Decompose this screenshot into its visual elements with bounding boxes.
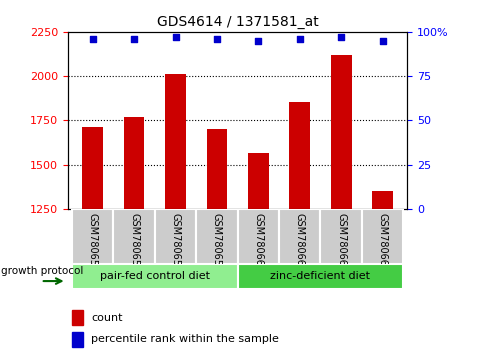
Bar — [206, 129, 227, 209]
Text: pair-fed control diet: pair-fed control diet — [100, 271, 210, 281]
Point — [212, 36, 220, 42]
Bar — [237, 209, 278, 264]
Text: GSM780656: GSM780656 — [88, 213, 98, 272]
Text: growth protocol: growth protocol — [1, 266, 84, 276]
Bar — [320, 209, 361, 264]
Bar — [154, 209, 196, 264]
Text: GSM780657: GSM780657 — [129, 213, 139, 272]
Point — [254, 38, 262, 44]
Point — [171, 34, 179, 40]
Bar — [330, 55, 351, 209]
Bar — [113, 209, 154, 264]
Bar — [289, 102, 309, 209]
Point — [295, 36, 303, 42]
Bar — [123, 117, 144, 209]
Bar — [72, 264, 237, 289]
Bar — [196, 209, 237, 264]
Point — [89, 36, 96, 42]
Text: GSM780662: GSM780662 — [335, 213, 346, 272]
Bar — [72, 332, 83, 347]
Bar — [278, 209, 320, 264]
Text: percentile rank within the sample: percentile rank within the sample — [91, 335, 278, 344]
Title: GDS4614 / 1371581_at: GDS4614 / 1371581_at — [156, 16, 318, 29]
Text: GSM780661: GSM780661 — [294, 213, 304, 272]
Bar — [165, 74, 185, 209]
Point — [336, 34, 344, 40]
Bar — [371, 191, 392, 209]
Bar — [361, 209, 402, 264]
Bar — [237, 264, 402, 289]
Bar — [72, 310, 83, 325]
Bar — [82, 127, 103, 209]
Point — [130, 36, 138, 42]
Text: GSM780658: GSM780658 — [170, 213, 180, 272]
Point — [378, 38, 386, 44]
Text: GSM780663: GSM780663 — [377, 213, 387, 272]
Bar — [72, 209, 113, 264]
Text: zinc-deficient diet: zinc-deficient diet — [270, 271, 370, 281]
Text: GSM780660: GSM780660 — [253, 213, 263, 272]
Bar — [247, 153, 268, 209]
Text: count: count — [91, 313, 122, 323]
Text: GSM780659: GSM780659 — [212, 213, 222, 272]
